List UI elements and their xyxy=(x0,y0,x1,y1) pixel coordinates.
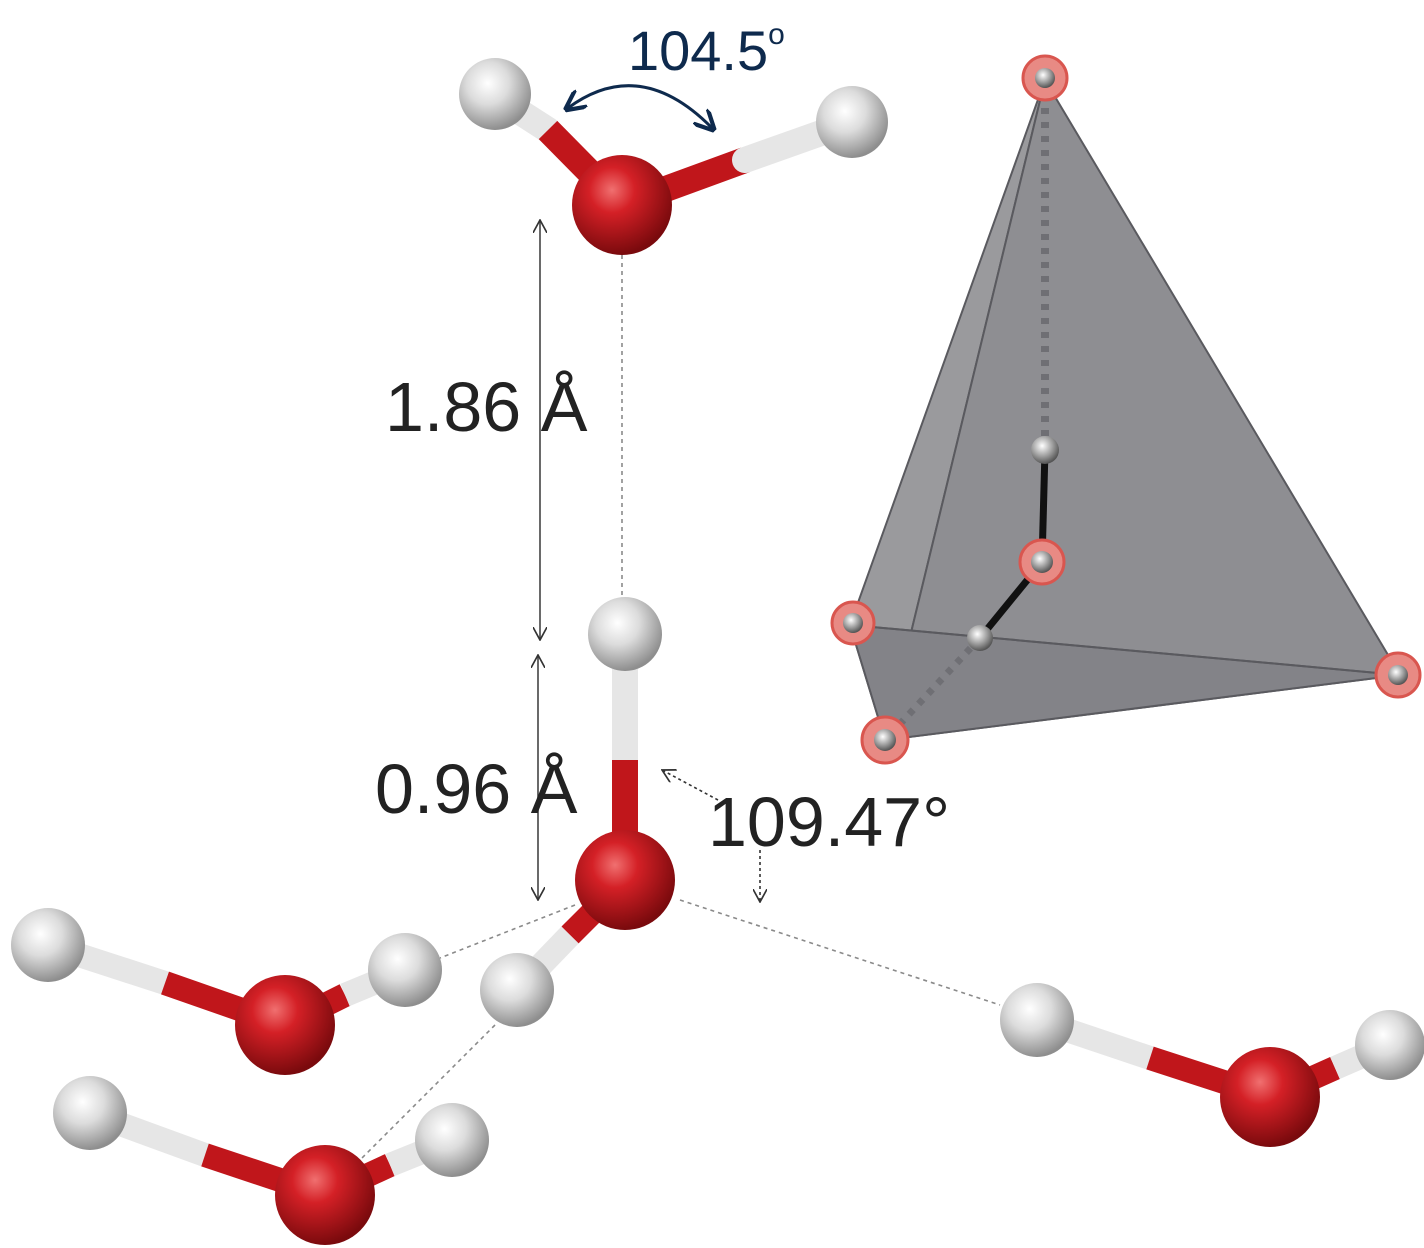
hbond-left xyxy=(439,904,576,959)
hydrogen-atom xyxy=(1000,983,1074,1057)
hbond-right xyxy=(679,899,1001,1006)
hydrogen-atom xyxy=(415,1103,489,1177)
water-molecule-top xyxy=(459,58,888,255)
water-molecule-right xyxy=(1000,983,1424,1147)
oxygen-atom xyxy=(572,155,672,255)
water-molecule-left xyxy=(11,908,442,1075)
hydrogen-bonds xyxy=(359,255,1001,1161)
hbond-length-label: 1.86 Å xyxy=(385,368,588,446)
oh-bond-length-label: 0.96 Å xyxy=(375,750,578,828)
hydrogen-atom xyxy=(459,58,531,130)
tetrahedral-angle-label: 109.47° xyxy=(708,783,950,861)
hydrogen-atom xyxy=(11,908,85,982)
hydrogen-atom xyxy=(368,933,442,1007)
inner-hydrogen-upper xyxy=(1031,436,1059,464)
oxygen-atom xyxy=(235,975,335,1075)
hydrogen-atom xyxy=(480,953,554,1027)
oxygen-atom xyxy=(575,830,675,930)
water-molecule-lower-left xyxy=(53,1076,489,1245)
oxygen-atom xyxy=(1220,1047,1320,1147)
hydrogen-atom xyxy=(588,597,662,671)
tetrahedron-hidden-edge xyxy=(849,624,1401,676)
hydrogen-atom xyxy=(1355,1010,1424,1080)
hydrogen-atom xyxy=(816,86,888,158)
hydrogen-atom xyxy=(53,1076,127,1150)
hoh-angle-arrow xyxy=(568,84,712,128)
inner-hydrogen-lower xyxy=(967,625,993,651)
oxygen-atom xyxy=(275,1145,375,1245)
tetra-angle-arrow-upper xyxy=(662,770,719,801)
hoh-angle-unit: o xyxy=(768,18,785,51)
tetrahedron xyxy=(830,54,1422,765)
hoh-angle-label: 104.5o xyxy=(628,18,785,82)
water-molecule-center xyxy=(480,597,675,1027)
